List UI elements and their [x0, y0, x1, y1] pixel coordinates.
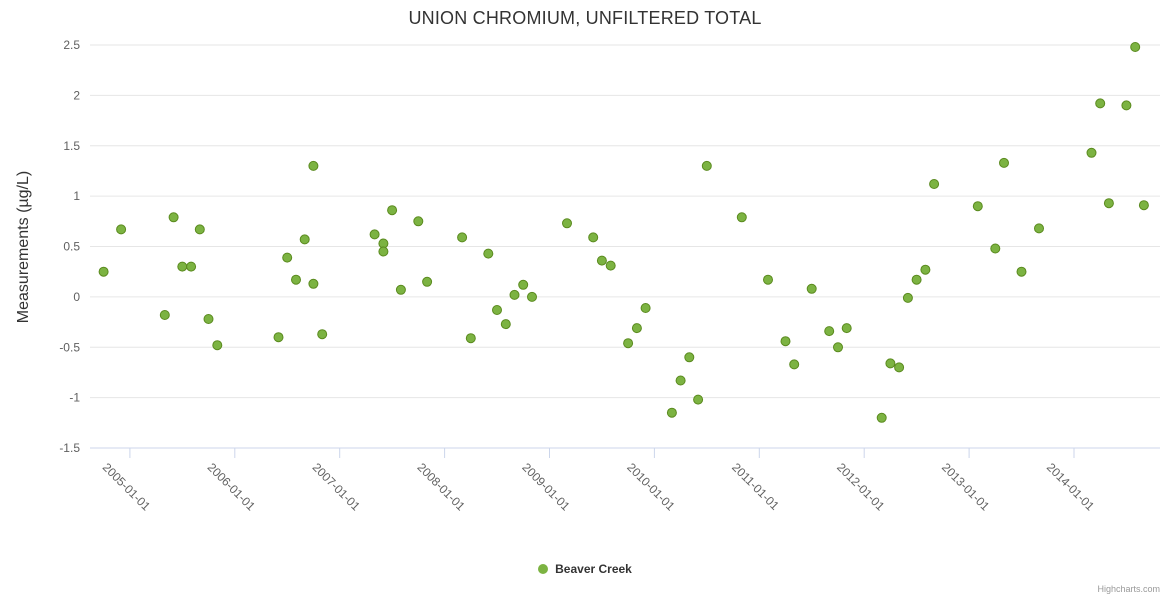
data-point[interactable]: Beaver Creek: 2004-12, 0.67: [116, 224, 127, 235]
data-point[interactable]: Beaver Creek: 2007-06, 0.45: [378, 246, 389, 257]
data-point[interactable]: Beaver Creek: 2005-08, 0.3: [186, 261, 197, 272]
data-point[interactable]: Beaver Creek: 2014-07, 1.9: [1121, 100, 1132, 111]
data-point[interactable]: Beaver Creek: 2009-08, 0.31: [605, 260, 616, 271]
data-point[interactable]: Beaver Creek: 2005-05, -0.18: [159, 310, 170, 320]
data-point[interactable]: Beaver Creek: 2007-10, 0.75: [413, 216, 424, 227]
x-axis-tick-label: 2006-01-01: [205, 460, 259, 514]
data-point[interactable]: Beaver Creek: 2011-10, -0.5: [833, 342, 843, 353]
data-point[interactable]: Beaver Creek: 2006-10, 1.3: [308, 160, 319, 171]
data-point[interactable]: Beaver Creek: 2012-08, 0.27: [920, 264, 931, 275]
highcharts-credits-link[interactable]: Highcharts.com: [1097, 584, 1160, 594]
y-axis-tick-label: -1: [69, 391, 80, 405]
y-axis-tick-label: 0: [73, 290, 80, 304]
data-point[interactable]: Beaver Creek: 2007-08, 0.07: [395, 284, 406, 295]
data-point[interactable]: Beaver Creek: 2005-10, -0.22: [203, 314, 214, 324]
data-point[interactable]: Beaver Creek: 2012-03, -1.2: [876, 412, 887, 423]
data-point[interactable]: Beaver Creek: 2009-07, 0.36: [596, 255, 607, 266]
data-point[interactable]: Beaver Creek: 2011-09, -0.34: [824, 326, 835, 337]
data-point[interactable]: Beaver Creek: 2008-06, 0.43: [483, 248, 494, 259]
x-axis-tick-label: 2009-01-01: [519, 460, 573, 514]
x-axis-tick-label: 2013-01-01: [939, 460, 993, 514]
x-axis-tick-label: 2011-01-01: [729, 460, 782, 513]
data-point[interactable]: Beaver Creek: 2007-05, 0.62: [369, 229, 380, 240]
data-point[interactable]: Beaver Creek: 2014-08, 2.48: [1130, 42, 1141, 52]
data-point[interactable]: Beaver Creek: 2011-02, 0.17: [763, 274, 773, 285]
data-point[interactable]: Beaver Creek: 2010-03, -1.15: [666, 407, 677, 418]
data-point[interactable]: Beaver Creek: 2009-06, 0.59: [588, 232, 599, 243]
x-axis-tick-label: 2005-01-01: [100, 460, 154, 514]
data-point[interactable]: Beaver Creek: 2010-04, -0.83: [675, 375, 686, 386]
data-point[interactable]: Beaver Creek: 2014-04, 1.92: [1095, 98, 1106, 109]
data-point[interactable]: Beaver Creek: 2008-11, 0: [527, 291, 537, 302]
data-point[interactable]: Beaver Creek: 2012-06, -0.01: [902, 292, 913, 303]
y-axis-tick-label: 2.5: [63, 38, 80, 52]
x-axis-tick-label: 2007-01-01: [310, 460, 364, 514]
data-point[interactable]: Beaver Creek: 2006-10, 0.13: [308, 278, 319, 289]
data-point[interactable]: Beaver Creek: 2013-07, 0.25: [1016, 266, 1027, 277]
data-point[interactable]: Beaver Creek: 2010-07, 1.3: [701, 160, 712, 171]
x-axis-tick-label: 2010-01-01: [624, 460, 678, 514]
data-point[interactable]: Beaver Creek: 2011-04, -0.44: [780, 336, 791, 347]
data-point[interactable]: Beaver Creek: 2005-06, 0.79: [168, 212, 179, 223]
data-point[interactable]: Beaver Creek: 2008-10, 0.12: [518, 279, 529, 290]
y-axis-tick-label: 1: [73, 189, 80, 203]
data-point[interactable]: Beaver Creek: 2008-09, 0.02: [509, 289, 520, 300]
data-point[interactable]: Beaver Creek: 2011-07, 0.08: [806, 283, 817, 294]
data-point[interactable]: Beaver Creek: 2013-05, 1.33: [999, 157, 1009, 168]
data-point[interactable]: Beaver Creek: 2004-10, 0.25: [98, 266, 109, 277]
data-point[interactable]: Beaver Creek: 2006-08, 0.17: [291, 274, 301, 285]
chart-title: UNION CHROMIUM, UNFILTERED TOTAL: [408, 8, 762, 28]
data-point[interactable]: Beaver Creek: 2014-09, 0.91: [1138, 200, 1149, 211]
data-point[interactable]: Beaver Creek: 2008-04, -0.41: [465, 333, 476, 344]
x-axis-tick-label: 2008-01-01: [414, 460, 468, 514]
data-point[interactable]: Beaver Creek: 2014-05, 0.93: [1103, 198, 1114, 209]
data-point[interactable]: Beaver Creek: 2007-07, 0.86: [387, 205, 398, 216]
data-point[interactable]: Beaver Creek: 2010-05, -0.6: [684, 352, 695, 363]
legend-label: Beaver Creek: [555, 562, 632, 576]
data-point[interactable]: Beaver Creek: 2014-03, 1.43: [1086, 147, 1097, 158]
data-point[interactable]: Beaver Creek: 2008-03, 0.59: [457, 232, 468, 243]
data-point[interactable]: Beaver Creek: 2005-09, 0.67: [194, 224, 205, 235]
data-point[interactable]: Beaver Creek: 2012-05, -0.7: [894, 362, 905, 373]
y-axis-tick-label: -0.5: [59, 340, 80, 354]
data-point[interactable]: Beaver Creek: 2010-11, 0.79: [736, 212, 747, 223]
data-point[interactable]: Beaver Creek: 2012-09, 1.12: [929, 179, 940, 189]
data-point[interactable]: Beaver Creek: 2005-11, -0.48: [212, 340, 223, 351]
data-point[interactable]: Beaver Creek: 2010-06, -1.02: [693, 394, 704, 405]
y-axis-tick-label: 0.5: [63, 240, 80, 254]
data-point[interactable]: Beaver Creek: 2009-12, -0.11: [640, 303, 651, 313]
legend-item-beaver-creek[interactable]: Beaver Creek: [0, 562, 1170, 576]
data-point[interactable]: Beaver Creek: 2013-04, 0.48: [990, 243, 1001, 254]
data-point[interactable]: Beaver Creek: 2008-07, -0.13: [492, 305, 502, 315]
data-point[interactable]: Beaver Creek: 2008-08, -0.27: [500, 319, 511, 330]
data-point[interactable]: Beaver Creek: 2009-10, -0.46: [623, 338, 634, 349]
data-point[interactable]: Beaver Creek: 2009-11, -0.31: [631, 323, 642, 334]
x-axis-tick-label: 2012-01-01: [834, 460, 888, 514]
data-point[interactable]: Beaver Creek: 2013-02, 0.9: [972, 201, 983, 212]
data-point[interactable]: Beaver Creek: 2012-04, -0.66: [885, 358, 896, 369]
data-point[interactable]: Beaver Creek: 2011-11, -0.31: [841, 323, 852, 334]
data-point[interactable]: Beaver Creek: 2012-07, 0.17: [911, 274, 922, 285]
y-axis-tick-label: -1.5: [59, 441, 80, 455]
data-point[interactable]: Beaver Creek: 2006-11, -0.37: [317, 329, 328, 340]
legend-marker-icon: [538, 564, 549, 574]
y-axis-tick-label: 1.5: [63, 139, 80, 153]
data-point[interactable]: Beaver Creek: 2006-07, 0.39: [282, 252, 293, 263]
data-point[interactable]: Beaver Creek: 2006-09, 0.57: [299, 234, 310, 245]
data-point[interactable]: Beaver Creek: 2011-05, -0.67: [789, 359, 800, 370]
data-point[interactable]: Beaver Creek: 2009-03, 0.73: [562, 218, 572, 229]
data-point[interactable]: Beaver Creek: 2013-09, 0.68: [1034, 223, 1044, 234]
x-axis-tick-label: 2014-01-01: [1044, 460, 1098, 514]
data-point[interactable]: Beaver Creek: 2007-11, 0.15: [422, 276, 433, 287]
y-axis-tick-label: 2: [73, 88, 80, 102]
data-point[interactable]: Beaver Creek: 2005-07, 0.3: [177, 261, 188, 272]
data-point[interactable]: Beaver Creek: 2006-06, -0.4: [273, 332, 284, 343]
